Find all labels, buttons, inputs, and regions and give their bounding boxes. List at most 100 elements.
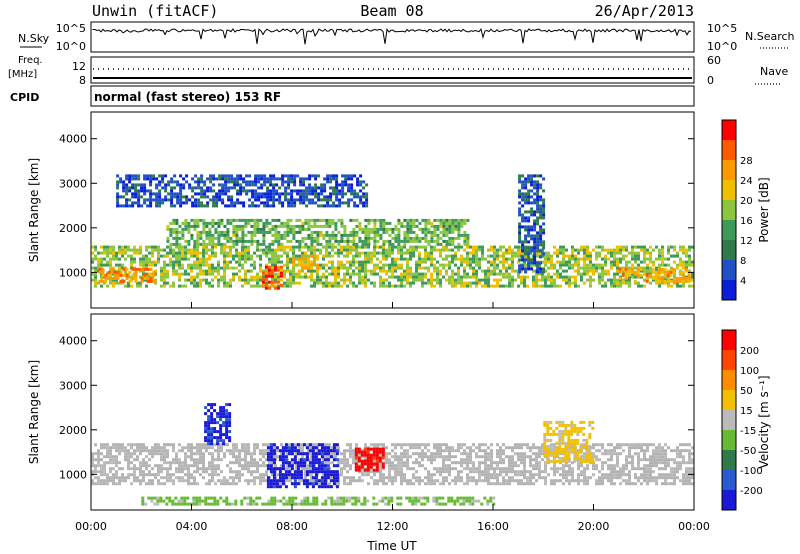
heatmap-cell <box>136 479 139 483</box>
heatmap-cell <box>391 260 394 264</box>
heatmap-cell <box>595 245 598 249</box>
heatmap-cell <box>385 263 388 267</box>
heatmap-cell <box>556 248 559 252</box>
heatmap-cell <box>616 473 619 477</box>
heatmap-cell <box>430 476 433 480</box>
heatmap-cell <box>94 482 97 486</box>
heatmap-cell <box>359 198 363 202</box>
heatmap-cell <box>196 230 200 234</box>
heatmap-cell <box>244 257 247 261</box>
heatmap-cell <box>337 275 340 279</box>
heatmap-cell <box>184 269 187 273</box>
heatmap-cell <box>583 257 586 261</box>
heatmap-cell <box>571 473 574 477</box>
heatmap-cell <box>521 216 525 220</box>
heatmap-cell <box>217 242 221 246</box>
heatmap-cell <box>211 263 214 267</box>
heatmap-cell <box>457 449 460 453</box>
heatmap-cell <box>194 192 198 196</box>
heatmap-cell <box>214 230 218 234</box>
heatmap-cell <box>151 248 154 252</box>
heatmap-cell <box>550 278 553 282</box>
heatmap-cell <box>157 482 160 486</box>
heatmap-cell <box>157 260 160 264</box>
heatmap-cell <box>119 195 123 199</box>
heatmap-cell <box>217 479 220 483</box>
heatmap-cell <box>592 464 595 468</box>
heatmap-cell <box>346 272 349 276</box>
heatmap-cell <box>253 218 257 222</box>
heatmap-cell <box>328 272 331 276</box>
heatmap-cell <box>361 470 364 474</box>
heatmap-cell <box>583 248 586 252</box>
heatmap-cell <box>190 473 193 477</box>
heatmap-cell <box>394 245 397 249</box>
heatmap-cell <box>154 473 157 477</box>
heatmap-cell <box>382 221 386 225</box>
heatmap-cell <box>577 482 580 486</box>
heatmap-cell <box>103 251 106 255</box>
heatmap-cell <box>631 263 634 267</box>
heatmap-cell <box>328 281 331 285</box>
heatmap-cell <box>355 245 358 249</box>
heatmap-cell <box>520 452 523 456</box>
heatmap-cell <box>451 449 454 453</box>
heatmap-cell <box>660 267 664 271</box>
heatmap-cell <box>319 278 322 282</box>
heatmap-cell <box>355 260 358 264</box>
heatmap-cell <box>373 284 376 288</box>
heatmap-cell <box>527 255 531 259</box>
heatmap-cell <box>436 275 439 279</box>
heatmap-cell <box>675 279 679 283</box>
heatmap-cell <box>666 270 670 274</box>
heatmap-cell <box>172 284 175 288</box>
heatmap-cell <box>266 192 270 196</box>
heatmap-cell <box>197 186 201 190</box>
heatmap-cell <box>272 186 276 190</box>
heatmap-cell <box>325 281 328 285</box>
heatmap-cell <box>272 198 276 202</box>
heatmap-cell <box>394 470 397 474</box>
heatmap-cell <box>94 266 97 270</box>
heatmap-cell <box>253 479 256 483</box>
heatmap-cell <box>397 455 400 459</box>
heatmap-cell <box>367 470 370 474</box>
heatmap-cell <box>173 204 177 208</box>
heatmap-cell <box>295 257 298 261</box>
heatmap-cell <box>364 236 368 240</box>
heatmap-cell <box>379 260 382 264</box>
heatmap-cell <box>161 198 165 202</box>
heatmap-cell <box>221 189 225 193</box>
heatmap-cell <box>229 449 232 453</box>
heatmap-cell <box>259 230 263 234</box>
heatmap-cell <box>265 269 268 273</box>
heatmap-cell <box>538 476 541 480</box>
heatmap-cell <box>238 470 241 474</box>
heatmap-cell <box>373 464 376 468</box>
heatmap-cell <box>100 257 103 261</box>
heatmap-cell <box>382 266 385 270</box>
heatmap-cell <box>625 245 628 249</box>
heatmap-cell <box>430 473 433 477</box>
heatmap-cell <box>346 449 349 453</box>
heatmap-cell <box>436 227 440 231</box>
heatmap-cell <box>226 284 229 288</box>
heatmap-cell <box>673 248 676 252</box>
heatmap-cell <box>536 231 540 235</box>
heatmap-cell <box>433 227 437 231</box>
heatmap-cell <box>340 470 343 474</box>
heatmap-cell <box>463 242 467 246</box>
heatmap-cell <box>490 254 493 258</box>
heatmap-cell <box>190 446 193 450</box>
heatmap-cell <box>586 476 589 480</box>
heatmap-cell <box>200 204 204 208</box>
heatmap-cell <box>379 464 382 468</box>
heatmap-cell <box>200 180 204 184</box>
heatmap-cell <box>206 195 210 199</box>
heatmap-cell <box>94 467 97 471</box>
heatmap-cell <box>184 218 188 222</box>
heatmap-cell <box>256 284 259 288</box>
heatmap-cell <box>344 180 348 184</box>
heatmap-cell <box>481 254 484 258</box>
heatmap-cell <box>547 254 550 258</box>
